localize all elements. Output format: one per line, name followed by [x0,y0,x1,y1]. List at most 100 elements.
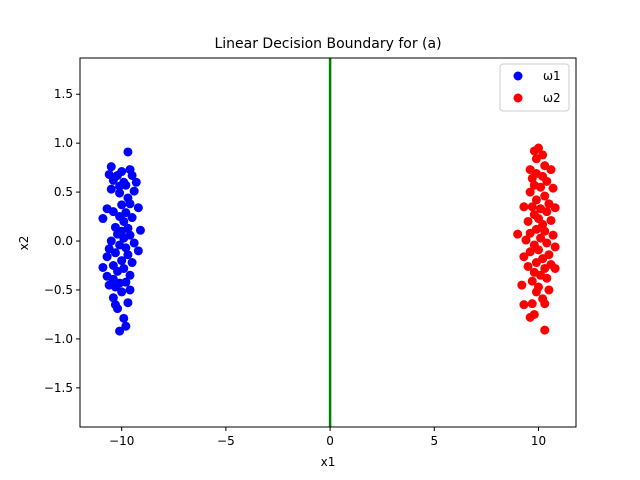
data-point [540,325,550,335]
data-point [540,191,550,201]
chart-title: Linear Decision Boundary for (a) [214,36,441,52]
data-point [546,165,556,175]
data-point [102,252,112,262]
data-point [117,256,127,266]
data-point [106,236,116,246]
data-point [121,321,131,331]
data-point [531,258,541,268]
data-point [117,287,127,297]
y-tick-label: −0.5 [44,283,73,297]
legend-marker-omega1 [513,71,523,81]
data-point [533,245,543,255]
data-point [527,173,537,183]
series-2 [513,143,560,335]
data-point [536,182,546,192]
data-point [546,215,556,225]
data-point [527,299,537,309]
data-point [531,195,541,205]
data-point [106,184,116,194]
data-point [527,276,537,286]
data-point [542,176,552,186]
data-point [121,243,131,253]
data-point [525,247,535,257]
data-point [531,287,541,297]
data-point [119,233,129,243]
data-point [540,226,550,236]
x-axis-label: x1 [321,455,336,469]
data-point [108,293,118,303]
data-point [125,285,135,295]
data-point [121,277,131,287]
data-point [542,238,552,248]
x-tick-label: 10 [531,434,546,448]
data-point [523,216,533,226]
data-point [131,177,141,187]
data-point [127,170,137,180]
data-point [125,270,135,280]
y-tick-label: 0.0 [54,234,73,248]
y-axis-ticks: −1.5 −1.0 −0.5 0.0 0.5 1.0 1.5 [44,87,80,395]
data-point [119,313,129,323]
data-point [106,162,116,172]
data-point [525,228,535,238]
data-point [527,202,537,212]
y-tick-label: 0.5 [54,185,73,199]
data-point [110,282,120,292]
data-point [519,202,529,212]
data-point [98,214,108,224]
data-point [517,280,527,290]
data-point [121,180,131,190]
data-point [129,238,139,248]
data-point [548,230,558,240]
data-point [540,263,550,273]
x-tick-label: 5 [430,434,438,448]
data-point [525,187,535,197]
data-point [536,233,546,243]
data-point [513,229,523,239]
data-point [542,273,552,283]
y-axis-label: x2 [17,236,31,251]
data-point [519,300,529,310]
data-point [538,219,548,229]
data-point [113,304,123,314]
y-tick-label: −1.0 [44,332,73,346]
x-tick-label: −10 [109,434,134,448]
legend: ω1 ω2 [499,63,570,112]
data-point [108,175,118,185]
data-point [519,252,529,262]
data-point [550,203,560,213]
x-tick-label: −5 [217,434,235,448]
plot-frame [79,57,577,428]
data-point [540,299,550,309]
data-point [521,235,531,245]
legend-label-omega1: ω1 [543,69,561,83]
y-tick-label: 1.5 [54,87,73,101]
data-point [531,154,541,164]
data-point [525,312,535,322]
data-point [113,266,123,276]
data-point [550,263,560,273]
data-point [123,147,133,157]
data-point [123,250,133,260]
data-point [129,186,139,196]
data-point [544,285,554,295]
data-point [542,207,552,217]
y-tick-label: 1.0 [54,136,73,150]
data-point [125,199,135,209]
data-point [127,213,137,223]
x-axis-ticks: −10 −5 0 5 10 [109,427,546,448]
series-1 [98,147,145,336]
data-point [133,246,143,256]
data-point [115,188,125,198]
data-point [133,203,143,213]
legend-label-omega2: ω2 [543,91,561,105]
data-point [123,298,133,308]
data-point [108,207,118,217]
data-point [548,183,558,193]
data-point [110,248,120,258]
data-point [98,262,108,272]
data-point [523,261,533,271]
data-point [119,216,129,226]
data-point [117,200,127,210]
